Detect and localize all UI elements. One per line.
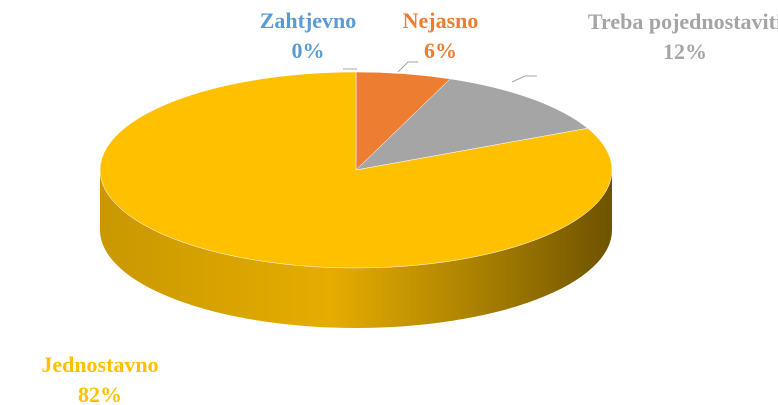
value-label: 6% <box>424 38 457 63</box>
pie <box>99 71 613 328</box>
legend-label: Treba pojednostaviti 12% <box>585 7 778 67</box>
leader-line <box>511 75 537 83</box>
legend-label: Jednostavno 82% <box>0 350 200 405</box>
slice-side <box>100 170 612 328</box>
legend-label: Nejasno 6% <box>383 6 498 66</box>
slice <box>355 78 589 171</box>
category-label: Treba pojednostaviti <box>587 9 778 34</box>
legend-label: Zahtjevno 0% <box>228 6 388 66</box>
value-label: 0% <box>291 38 325 63</box>
value-label: 12% <box>663 39 707 64</box>
category-label: Zahtjevno <box>259 8 357 33</box>
value-label: 82% <box>78 382 122 405</box>
category-label: Jednostavno <box>41 352 159 377</box>
slice <box>99 71 613 269</box>
leader-line <box>397 61 418 73</box>
category-label: Nejasno <box>402 8 479 33</box>
